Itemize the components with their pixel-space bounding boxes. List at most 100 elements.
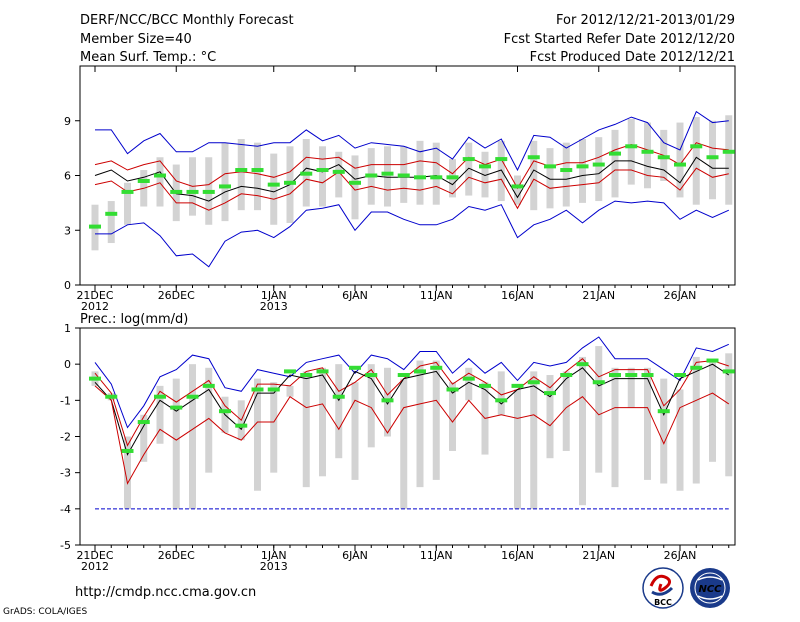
- median-mark: [690, 365, 703, 370]
- x-tick-year-label: 2013: [260, 560, 288, 573]
- y-tick-label: -1: [60, 394, 71, 407]
- ensemble-range-bar: [611, 129, 619, 198]
- median-mark: [121, 189, 134, 194]
- median-mark: [219, 409, 231, 414]
- ensemble-range-bar: [644, 122, 651, 189]
- median-mark: [446, 387, 459, 392]
- ensemble-range-bar: [107, 201, 115, 244]
- x-tick-label: 26DEC: [158, 549, 195, 562]
- ensemble-range-bar: [270, 153, 278, 225]
- y-tick-label: 3: [64, 224, 71, 237]
- chart-title: DERF/NCC/BCC Monthly Forecast: [80, 13, 294, 28]
- ensemble-range-bar: [692, 356, 700, 484]
- median-mark: [300, 171, 313, 176]
- median-mark: [576, 362, 589, 367]
- grads-credit: GrADS: COLA/IGES: [3, 607, 87, 617]
- median-mark: [527, 380, 540, 385]
- median-mark: [446, 175, 459, 180]
- ensemble-range-bar: [611, 367, 619, 488]
- x-tick-label: 11JAN: [420, 289, 453, 302]
- median-mark: [154, 173, 166, 178]
- ensemble-range-bar: [237, 139, 245, 211]
- y-tick-label: 0: [64, 279, 71, 292]
- median-mark: [235, 168, 248, 173]
- ensemble-range-bar: [562, 142, 570, 207]
- ensemble-range-bar: [335, 364, 343, 459]
- y-tick-label: 0: [64, 358, 71, 371]
- ensemble-range-bar: [709, 360, 716, 462]
- x-tick-label: 6JAN: [342, 549, 368, 562]
- median-mark: [137, 178, 150, 183]
- ensemble-range-bar: [627, 367, 635, 408]
- ensemble-range-bar: [156, 385, 164, 444]
- median-mark: [511, 184, 524, 189]
- median-mark: [609, 373, 621, 378]
- median-mark: [722, 149, 735, 154]
- ensemble-range-bar: [124, 436, 131, 509]
- ensemble-range-bar: [579, 356, 586, 506]
- median-mark: [462, 157, 475, 162]
- ensemble-range-bar: [286, 385, 294, 397]
- ensemble-range-bar: [140, 414, 148, 462]
- median-mark: [251, 387, 264, 392]
- ensemble-range-bar: [676, 122, 684, 198]
- ensemble-range-bar: [481, 151, 489, 198]
- ensemble-range-bar: [416, 360, 424, 488]
- median-mark: [365, 173, 378, 178]
- ensemble-range-bar: [319, 146, 326, 207]
- median-mark: [381, 398, 394, 403]
- y-tick-label: 9: [64, 115, 71, 128]
- ensemble-range-bar: [627, 118, 635, 185]
- ensemble-range-bar: [400, 378, 408, 509]
- ensemble-range-bar: [725, 115, 733, 205]
- series-line-mean: [94, 156, 729, 202]
- median-mark: [414, 369, 426, 374]
- ensemble-range-bar: [270, 382, 278, 473]
- ensemble-range-bar: [725, 353, 733, 477]
- median-mark: [722, 369, 735, 374]
- median-mark: [706, 358, 719, 363]
- source-url[interactable]: http://cmdp.ncc.cma.gov.cn: [75, 585, 256, 600]
- y-tick-label: -4: [60, 503, 71, 516]
- median-mark: [495, 157, 508, 162]
- ensemble-range-bar: [351, 382, 359, 480]
- median-mark: [674, 373, 686, 378]
- median-mark: [251, 168, 264, 173]
- ensemble-range-bar: [562, 371, 570, 451]
- precip-title: Prec.: log(mm/d): [80, 312, 188, 327]
- member-size: Member Size=40: [80, 32, 192, 47]
- ensemble-range-bar: [384, 146, 391, 207]
- median-mark: [430, 365, 443, 370]
- median-mark: [576, 164, 589, 169]
- x-tick-label: 1JAN: [261, 289, 287, 302]
- y-tick-label: -3: [60, 467, 71, 480]
- ensemble-range-bar: [530, 371, 538, 509]
- median-mark: [300, 373, 313, 378]
- ensemble-range-bar: [514, 175, 521, 205]
- series-line-max: [95, 110, 729, 172]
- median-mark: [690, 144, 703, 149]
- ensemble-range-bar: [709, 120, 716, 200]
- x-tick-label: 21JAN: [582, 289, 615, 302]
- x-tick-year-label: 2012: [81, 560, 109, 573]
- bcc-logo-text: BCC: [654, 598, 672, 607]
- series-line-min: [95, 200, 730, 268]
- ensemble-range-bar: [546, 375, 554, 459]
- ensemble-range-bar: [530, 140, 538, 211]
- forecast-start-date: Fcst Started Refer Date 2012/12/20: [504, 32, 735, 47]
- series-line-upper: [94, 358, 729, 447]
- forecast-produced-date: Fcst Produced Date 2012/12/21: [530, 50, 735, 65]
- median-mark: [89, 224, 101, 229]
- ensemble-range-bar: [172, 378, 180, 509]
- median-mark: [105, 211, 118, 216]
- median-mark: [186, 394, 199, 399]
- forecast-period: For 2012/12/21-2013/01/29: [556, 13, 735, 28]
- median-mark: [284, 180, 296, 185]
- bcc-logo: BCC: [642, 567, 684, 609]
- median-mark: [154, 394, 166, 399]
- header: DERF/NCC/BCC Monthly Forecast Member Siz…: [80, 13, 735, 65]
- median-mark: [560, 373, 573, 378]
- median-mark: [381, 171, 394, 176]
